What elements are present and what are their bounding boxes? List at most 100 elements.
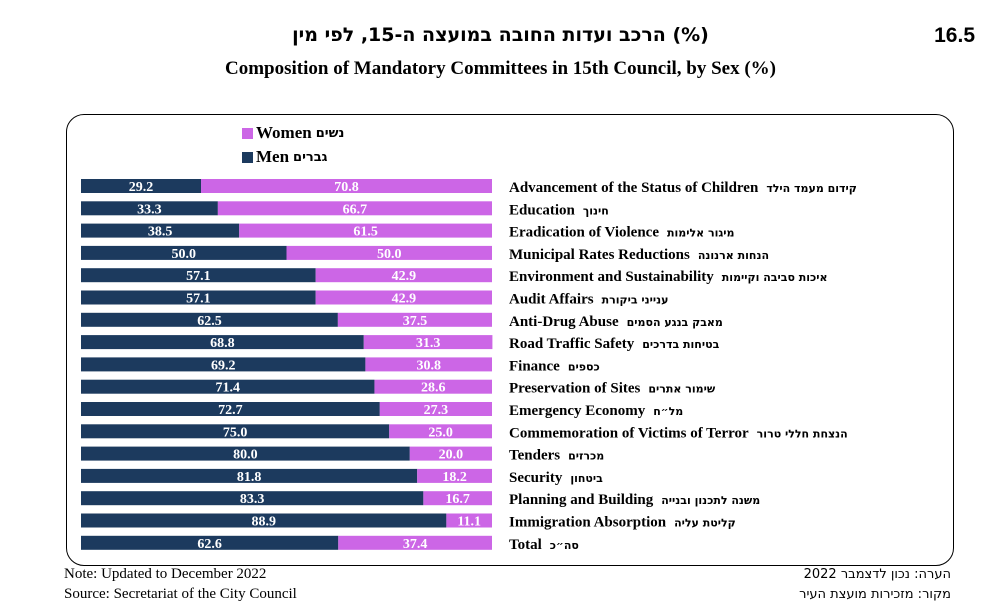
bar-women-4 [315, 268, 492, 283]
value-label-men-13: 81.8 [237, 470, 262, 485]
value-label-women-12: 20.0 [439, 448, 464, 463]
value-label-men-4: 57.1 [186, 269, 211, 284]
value-label-women-14: 16.7 [445, 492, 470, 507]
note-text: Note: Updated to December 2022 [64, 566, 267, 582]
bar-women-5 [315, 290, 492, 305]
bar-men-16 [81, 535, 339, 550]
category-label-5: Audit Affairs ענייני ביקורת [509, 292, 668, 308]
category-label-0: Advancement of the Status of Children קיד… [509, 180, 857, 196]
bar-men-11 [81, 424, 390, 439]
legend-label-men: Men [256, 147, 290, 166]
table-number: 16.5 [934, 24, 975, 47]
bar-women-12 [409, 446, 492, 461]
bar-women-7 [363, 335, 493, 350]
bar-women-15 [446, 513, 492, 528]
bar-men-3 [81, 245, 287, 260]
value-label-men-15: 88.9 [251, 515, 276, 530]
bar-men-14 [81, 491, 424, 506]
category-label-12: Tenders מכרזים [509, 448, 604, 464]
bar-men-2 [81, 223, 240, 238]
bar-women-2 [239, 223, 492, 238]
bar-men-1 [81, 201, 218, 216]
value-label-women-15: 11.1 [457, 515, 481, 530]
category-label-3: Municipal Rates Reductions הנחות ארנונה [509, 247, 769, 263]
chart-frame [66, 114, 954, 566]
source-text: Source: Secretariat of the City Council [64, 586, 297, 602]
value-label-women-7: 31.3 [416, 336, 441, 351]
value-label-women-8: 30.8 [416, 358, 441, 373]
bar-women-13 [417, 468, 492, 483]
value-label-men-0: 29.2 [129, 180, 154, 195]
bar-men-13 [81, 468, 418, 483]
bar-women-8 [365, 357, 492, 372]
bar-women-16 [338, 535, 492, 550]
category-label-1: Education חינוך [509, 202, 609, 218]
category-label-2: Eradication of Violence מיגור אלימות [509, 225, 735, 241]
bar-men-15 [81, 513, 447, 528]
chart-title-english: Composition of Mandatory Committees in 1… [225, 58, 776, 79]
value-label-men-14: 83.3 [240, 492, 265, 507]
value-label-men-8: 69.2 [211, 358, 236, 373]
value-label-women-5: 42.9 [392, 292, 417, 307]
bar-men-6 [81, 312, 338, 327]
category-label-7: Road Traffic Safety בטיחות בדרכים [509, 336, 720, 352]
category-label-16: Total סה״כ [509, 537, 579, 553]
bar-women-9 [374, 379, 492, 394]
bar-men-5 [81, 290, 316, 305]
value-label-men-3: 50.0 [172, 247, 197, 262]
category-label-13: Security ביטחון [509, 470, 603, 486]
value-label-men-6: 62.5 [197, 314, 222, 329]
value-label-men-12: 80.0 [233, 448, 258, 463]
value-label-men-11: 75.0 [223, 425, 248, 440]
legend-label-men-hebrew: גברים [293, 149, 328, 165]
legend-item-men: Men גברים [242, 147, 328, 166]
note-text-hebrew: הערה: נכון לדצמבר 2022 [803, 567, 951, 582]
bar-men-12 [81, 446, 410, 461]
value-label-women-16: 37.4 [403, 537, 428, 552]
value-label-men-2: 38.5 [148, 225, 173, 240]
bar-men-7 [81, 335, 364, 350]
value-label-men-10: 72.7 [218, 403, 243, 418]
value-label-women-13: 18.2 [442, 470, 467, 485]
legend-item-women: Women נשים [242, 123, 345, 142]
bar-women-11 [389, 424, 492, 439]
category-label-9: Preservation of Sites שימור אתרים [509, 381, 716, 397]
source-text-hebrew: מקור: מזכירות מועצת העיר [799, 587, 951, 602]
bar-women-0 [201, 179, 492, 193]
value-label-women-10: 27.3 [424, 403, 449, 418]
category-label-10: Emergency Economy מל״ח [509, 403, 683, 419]
value-label-women-3: 50.0 [377, 247, 402, 262]
value-label-men-5: 57.1 [186, 292, 211, 307]
legend-swatch-women [242, 127, 253, 139]
bar-women-10 [379, 402, 492, 416]
bar-women-3 [286, 245, 492, 260]
bar-men-9 [81, 379, 375, 394]
category-label-6: Anti-Drug Abuse מאבק בנגע הסמים [509, 314, 723, 330]
value-label-women-2: 61.5 [353, 225, 378, 240]
value-label-men-16: 62.6 [197, 537, 222, 552]
category-label-4: Environment and Sustainability איכות סביב… [509, 269, 828, 285]
value-label-women-1: 66.7 [343, 202, 368, 217]
bar-women-1 [217, 201, 492, 216]
bar-women-6 [337, 312, 492, 327]
legend-label-women: Women [256, 123, 312, 142]
bar-men-10 [81, 402, 380, 416]
category-label-14: Planning and Building משנה לתכנון ובנייה [509, 492, 760, 508]
category-label-15: Immigration Absorption קליטת עליה [509, 515, 736, 531]
value-label-men-1: 33.3 [137, 202, 162, 217]
chart-title-hebrew: הרכב ועדות החובה במועצה ה-15, לפי מין (%… [292, 24, 709, 46]
value-label-men-7: 68.8 [210, 336, 235, 351]
value-label-women-0: 70.8 [334, 180, 359, 195]
value-label-women-11: 25.0 [428, 425, 453, 440]
category-label-8: Finance כספים [509, 358, 600, 374]
value-label-women-4: 42.9 [392, 269, 417, 284]
value-label-women-6: 37.5 [403, 314, 428, 329]
bar-men-8 [81, 357, 366, 372]
value-label-men-9: 71.4 [215, 381, 240, 396]
value-label-women-9: 28.6 [421, 381, 446, 396]
bar-women-14 [423, 491, 492, 506]
legend-label-women-hebrew: נשים [315, 125, 345, 141]
category-label-11: Commemoration of Victims of Terror הנצחת … [509, 425, 848, 441]
bar-men-4 [81, 268, 316, 283]
